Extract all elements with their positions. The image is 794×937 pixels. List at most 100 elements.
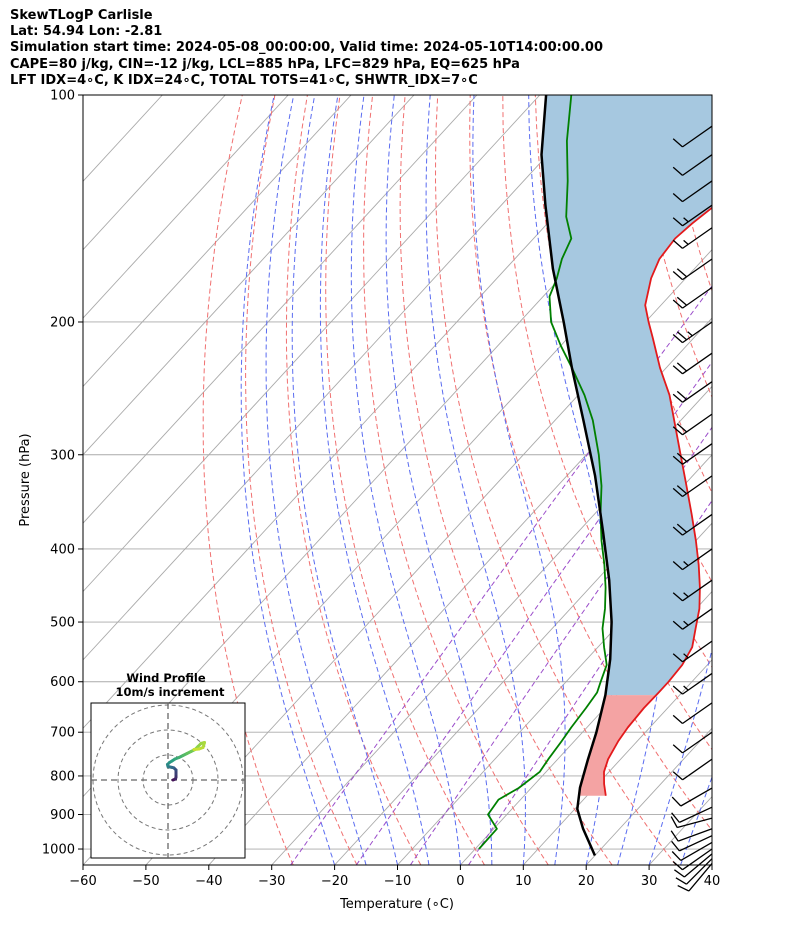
sounding-profiles: [478, 95, 712, 857]
isotherm-line: [711, 864, 712, 865]
y-axis-label: Pressure (hPa): [18, 433, 33, 526]
wind-barb: [672, 513, 713, 536]
dry-adiabat: [434, 95, 677, 865]
dry-adiabat: [399, 95, 613, 865]
hodograph-segment: [192, 747, 201, 751]
dry-adiabat: [202, 95, 294, 865]
cape-area: [541, 95, 712, 696]
wind-barb: [672, 608, 713, 630]
isotherm-line: [145, 249, 712, 865]
isotherm-line: [208, 317, 712, 865]
y-axis: 100 200 300 400 500 600 700 800 900 1000: [42, 89, 83, 858]
isotherm-line: [585, 727, 712, 865]
moist-adiabat: [350, 95, 461, 865]
wind-barb: [671, 841, 713, 861]
wind-barb: [671, 787, 713, 807]
dry-adiabat: [363, 95, 549, 865]
x-tick-label: 20: [578, 874, 595, 889]
isotherm-line: [775, 95, 794, 865]
isotherm-line: [83, 95, 541, 593]
chart-title-station: SkewTLogP Carlisle: [10, 8, 153, 23]
wind-barb: [672, 640, 713, 663]
hodograph-inset: Wind Profile 10m/s increment: [90, 671, 246, 859]
y-tick-label: 200: [50, 315, 75, 330]
mixing-ratio-line: [409, 426, 712, 865]
chart-title-indices-1: CAPE=80 j/kg, CIN=-12 j/kg, LCL=885 hPa,…: [10, 57, 520, 72]
x-axis: −60 −50 −40 −30 −20 −10 0 10 20 30 40: [69, 865, 720, 889]
wind-barb: [672, 352, 713, 375]
y-tick-label: 500: [50, 616, 75, 631]
mixing-ratio-line: [355, 361, 712, 865]
x-axis-label: Temperature (∘C): [339, 897, 454, 912]
moist-adiabat: [711, 863, 712, 865]
isotherm-line: [460, 590, 712, 865]
isotherm-line: [522, 659, 712, 865]
isotherm-line: [83, 95, 352, 388]
wind-barbs: [670, 125, 713, 892]
y-tick-label: 800: [50, 769, 75, 784]
wind-barb: [670, 816, 713, 829]
x-tick-label: −30: [258, 874, 285, 889]
wind-barb: [672, 702, 713, 725]
moist-adiabat: [265, 95, 367, 865]
moist-adiabat: [385, 95, 493, 865]
moist-adiabat: [528, 95, 614, 865]
dewpoint-profile: [478, 95, 608, 850]
moist-adiabat: [425, 95, 526, 865]
y-tick-label: 300: [50, 448, 75, 463]
y-tick-label: 100: [50, 89, 75, 104]
x-tick-label: −20: [321, 874, 348, 889]
wind-barb: [672, 672, 713, 695]
parcel-profile: [540, 95, 613, 857]
wind-barb: [671, 835, 713, 852]
dry-adiabat: [245, 95, 358, 865]
isotherm-line: [271, 385, 712, 865]
wind-barb: [672, 413, 713, 436]
wind-barb: [677, 863, 713, 892]
y-tick-label: 900: [50, 808, 75, 823]
wind-barb: [672, 321, 713, 344]
wind-barb: [675, 858, 713, 885]
isotherm-line: [83, 95, 478, 524]
dry-adiabat: [731, 95, 794, 865]
dry-adiabat: [763, 95, 794, 865]
wind-barb: [672, 286, 713, 309]
x-tick-label: 0: [456, 874, 464, 889]
moist-adiabat: [648, 95, 712, 865]
wind-barb: [672, 758, 713, 781]
isotherm-line: [83, 95, 226, 251]
mixing-ratio-line: [290, 285, 712, 865]
moist-adiabat: [291, 95, 398, 865]
x-tick-label: 10: [515, 874, 532, 889]
wind-barb: [672, 443, 713, 465]
wind-barb: [672, 227, 713, 249]
cape-cin-fills: [541, 95, 712, 796]
x-tick-label: −50: [132, 874, 159, 889]
moist-adiabat: [472, 95, 566, 865]
wind-barb: [672, 154, 713, 176]
isotherm-line: [83, 95, 415, 456]
cin-area: [579, 695, 657, 796]
y-tick-label: 600: [50, 675, 75, 690]
wind-barb: [672, 125, 713, 148]
moist-adiabat: [680, 775, 712, 865]
x-tick-label: 30: [641, 874, 658, 889]
x-tick-label: −60: [69, 874, 96, 889]
wind-barb: [672, 731, 713, 754]
isotherm-line: [397, 522, 712, 865]
isotherm-line: [83, 95, 289, 319]
mixing-ratio-line: [468, 499, 712, 865]
chart-title-times: Simulation start time: 2024-05-08_00:00:…: [10, 40, 603, 55]
wind-barb: [670, 828, 713, 842]
wind-barb: [672, 475, 713, 498]
wind-barb: [672, 204, 713, 227]
hodograph-subtitle: 10m/s increment: [116, 685, 225, 699]
wind-barb: [672, 548, 713, 571]
wind-barb: [672, 180, 713, 203]
temperature-profile: [603, 206, 712, 796]
isotherm-line: [334, 454, 712, 865]
wind-barb: [672, 258, 713, 281]
wind-barb: [671, 806, 713, 823]
wind-barb: [672, 848, 713, 871]
